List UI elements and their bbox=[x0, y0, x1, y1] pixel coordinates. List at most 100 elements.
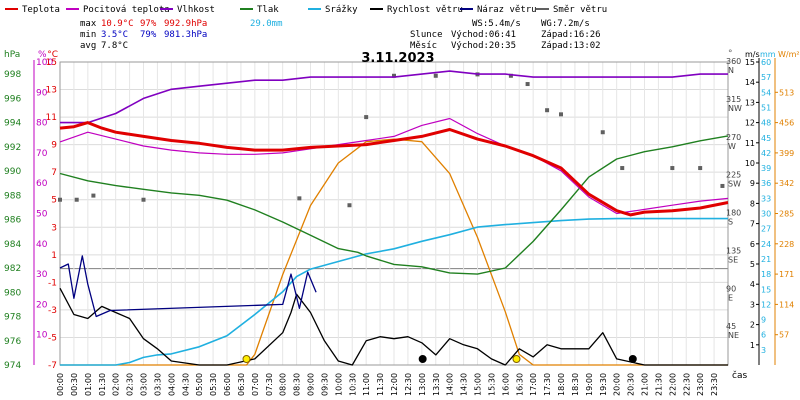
solar-tick-label: 342 bbox=[779, 179, 794, 188]
direction-axis-unit: ° bbox=[728, 49, 733, 59]
x-tick-label: 14:00 bbox=[446, 373, 455, 396]
rain-tick-label: 48 bbox=[761, 119, 771, 128]
x-tick-label: 17:00 bbox=[529, 373, 538, 396]
rain-tick-label: 3 bbox=[761, 346, 766, 355]
stats-avg-label: avg bbox=[80, 41, 96, 51]
chart-title: 3.11.2023 bbox=[361, 51, 434, 66]
pressure-tick-label: 996 bbox=[4, 94, 21, 104]
x-tick-label: 01:00 bbox=[84, 373, 93, 396]
wind-direction-point bbox=[600, 130, 605, 135]
stats-max-rain: 29.0mm bbox=[250, 19, 283, 29]
legend-label: Pocitová teplota bbox=[83, 5, 170, 15]
x-tick-label: 13:00 bbox=[418, 373, 427, 396]
humidity-tick-label: 100 bbox=[36, 58, 53, 68]
axes-layer: hPa9989969949929909889869849829809789769… bbox=[4, 49, 800, 396]
x-tick-label: 00:00 bbox=[56, 373, 65, 396]
x-tick-label: 05:30 bbox=[209, 373, 218, 396]
direction-tick-name: W bbox=[728, 142, 736, 151]
rain-tick-label: 30 bbox=[761, 210, 771, 219]
rain-tick-label: 45 bbox=[761, 134, 771, 143]
pressure-tick-label: 988 bbox=[4, 191, 21, 201]
x-tick-label: 21:00 bbox=[641, 373, 650, 396]
wind-direction-point bbox=[91, 193, 96, 198]
wind-direction-point bbox=[392, 73, 396, 78]
rain-tick-label: 42 bbox=[761, 149, 771, 158]
solar-tick-label: 57 bbox=[779, 331, 789, 340]
temperature-tick-label: 13 bbox=[46, 86, 57, 96]
x-tick-label: 03:00 bbox=[140, 373, 149, 396]
temperature-tick-label: 3 bbox=[51, 223, 57, 233]
temperature-tick-label: 1 bbox=[51, 251, 57, 261]
info-sunset: Západ:16:26 bbox=[541, 30, 601, 40]
solar-tick-label: 171 bbox=[779, 270, 794, 279]
direction-tick-name: SW bbox=[728, 180, 741, 189]
pressure-tick-label: 984 bbox=[4, 240, 21, 250]
pressure-tick-label: 974 bbox=[4, 361, 21, 371]
wind-tick-label: 10 bbox=[745, 159, 755, 168]
pressure-tick-label: 980 bbox=[4, 288, 21, 298]
info-moon-label: Měsíc bbox=[410, 41, 437, 51]
temperature-tick-label: -5 bbox=[48, 333, 57, 343]
direction-tick-label: 270 bbox=[726, 133, 741, 142]
legend: Teplota Pocitová teplota Vlhkost Tlak Srážky… bbox=[5, 5, 607, 15]
temperature-axis-unit: °C bbox=[47, 50, 58, 60]
humidity-tick-label: 30 bbox=[36, 270, 48, 280]
info-wg: WG:7.2m/s bbox=[541, 19, 590, 29]
series-naraz-vetru bbox=[59, 255, 317, 318]
humidity-tick-label: 70 bbox=[36, 149, 48, 159]
direction-tick-label: 225 bbox=[726, 171, 741, 180]
humidity-tick-label: 40 bbox=[36, 240, 48, 250]
legend-label: Srážky bbox=[325, 5, 358, 15]
x-tick-label: 10:30 bbox=[348, 373, 357, 396]
humidity-tick-label: 20 bbox=[36, 300, 48, 310]
direction-tick-name: NW bbox=[728, 104, 742, 113]
humidity-tick-label: 60 bbox=[36, 179, 48, 189]
x-tick-label: 08:00 bbox=[279, 373, 288, 396]
rain-tick-label: 51 bbox=[761, 103, 771, 112]
x-tick-label: 16:30 bbox=[515, 373, 524, 396]
series-srazky bbox=[60, 217, 728, 366]
x-tick-label: 17:30 bbox=[543, 373, 552, 396]
wind-direction-point bbox=[670, 166, 675, 171]
temperature-tick-label: 15 bbox=[46, 58, 57, 68]
x-tick-label: 22:30 bbox=[682, 373, 691, 396]
series-teplota bbox=[59, 121, 729, 217]
humidity-axis-unit: % bbox=[38, 50, 47, 60]
x-tick-label: 20:30 bbox=[627, 373, 636, 396]
plot-area-frame bbox=[59, 61, 729, 366]
solar-tick-label: 399 bbox=[779, 149, 794, 158]
x-tick-label: 14:30 bbox=[460, 373, 469, 396]
x-tick-label: 00:30 bbox=[70, 373, 79, 396]
temperature-tick-label: 9 bbox=[51, 141, 57, 151]
wind-axis-unit: m/s bbox=[745, 50, 760, 59]
info-moonrise: Východ:20:35 bbox=[451, 41, 516, 51]
x-tick-label: 23:30 bbox=[710, 373, 719, 396]
x-tick-label: 15:30 bbox=[487, 373, 496, 396]
rain-axis-unit: mm bbox=[760, 50, 776, 59]
moon-marker bbox=[418, 355, 427, 363]
solar-tick-label: 228 bbox=[779, 240, 794, 249]
temperature-tick-label: 7 bbox=[51, 168, 57, 178]
rain-tick-label: 54 bbox=[761, 88, 771, 97]
wind-direction-point bbox=[720, 183, 725, 188]
wind-tick-label: 12 bbox=[745, 119, 755, 128]
x-tick-label: 19:00 bbox=[585, 373, 594, 396]
x-tick-label: 08:30 bbox=[293, 373, 302, 396]
stats-max-press: 992.9hPa bbox=[164, 19, 207, 29]
x-tick-label: 18:30 bbox=[571, 373, 580, 396]
temperature-tick-label: 11 bbox=[46, 113, 57, 123]
pressure-tick-label: 986 bbox=[4, 216, 21, 226]
rain-tick-label: 27 bbox=[761, 225, 771, 234]
rain-tick-label: 9 bbox=[761, 316, 766, 325]
rain-tick-label: 6 bbox=[761, 331, 766, 340]
pressure-tick-label: 998 bbox=[4, 70, 21, 80]
solar-tick-label: 513 bbox=[779, 88, 794, 97]
x-tick-label: 10:00 bbox=[334, 373, 343, 396]
direction-tick-label: 360 bbox=[726, 57, 741, 66]
solar-tick-label: 114 bbox=[779, 300, 794, 309]
series-vlhkost bbox=[60, 70, 728, 124]
legend-label: Náraz větru bbox=[477, 5, 537, 15]
x-tick-label: 22:00 bbox=[668, 373, 677, 396]
wind-tick-label: 11 bbox=[745, 139, 755, 148]
